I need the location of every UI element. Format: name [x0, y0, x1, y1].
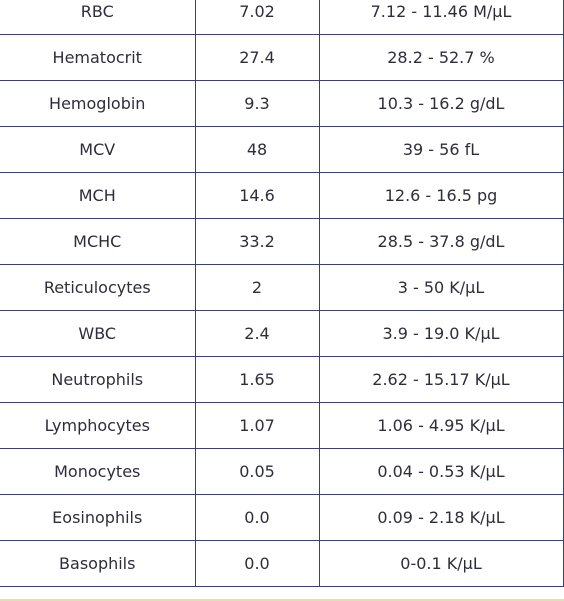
reference-range-cell: 0.09 - 2.18 K/μL	[318, 494, 564, 541]
reference-range-cell: 39 - 56 fL	[318, 126, 564, 173]
table-row: RBC 7.02 7.12 - 11.46 M/μL	[0, 0, 564, 35]
reference-range-cell: 2.62 - 15.17 K/μL	[318, 356, 564, 403]
result-value-cell: 1.65	[194, 356, 320, 403]
reference-range-cell: 28.5 - 37.8 g/dL	[318, 218, 564, 265]
test-name-cell: Reticulocytes	[0, 264, 196, 311]
table-row: Monocytes 0.05 0.04 - 0.53 K/μL	[0, 448, 564, 495]
test-name-cell: Eosinophils	[0, 494, 196, 541]
result-value-cell: 7.02	[194, 0, 320, 35]
result-value-cell: 27.4	[194, 34, 320, 81]
table-row: Hemoglobin 9.3 10.3 - 16.2 g/dL	[0, 80, 564, 127]
table-row: Hematocrit 27.4 28.2 - 52.7 %	[0, 34, 564, 81]
test-name-cell: Basophils	[0, 540, 196, 587]
bottom-divider	[0, 599, 564, 601]
reference-range-cell: 3 - 50 K/μL	[318, 264, 564, 311]
result-value-cell: 0.0	[194, 494, 320, 541]
table-row: MCHC 33.2 28.5 - 37.8 g/dL	[0, 218, 564, 265]
reference-range-cell: 3.9 - 19.0 K/μL	[318, 310, 564, 357]
result-value-cell: 1.07	[194, 402, 320, 449]
result-value-cell: 2.4	[194, 310, 320, 357]
result-value-cell: 2	[194, 264, 320, 311]
result-value-cell: 14.6	[194, 172, 320, 219]
test-name-cell: MCH	[0, 172, 196, 219]
test-name-cell: Hematocrit	[0, 34, 196, 81]
table-row: Neutrophils 1.65 2.62 - 15.17 K/μL	[0, 356, 564, 403]
table-row: Basophils 0.0 0-0.1 K/μL	[0, 540, 564, 587]
test-name-cell: Monocytes	[0, 448, 196, 495]
reference-range-cell: 0.04 - 0.53 K/μL	[318, 448, 564, 495]
result-value-cell: 9.3	[194, 80, 320, 127]
test-name-cell: WBC	[0, 310, 196, 357]
test-name-cell: RBC	[0, 0, 196, 35]
test-name-cell: Hemoglobin	[0, 80, 196, 127]
reference-range-cell: 28.2 - 52.7 %	[318, 34, 564, 81]
table-row: Eosinophils 0.0 0.09 - 2.18 K/μL	[0, 494, 564, 541]
table-row: Lymphocytes 1.07 1.06 - 4.95 K/μL	[0, 402, 564, 449]
result-value-cell: 0.05	[194, 448, 320, 495]
lab-results-table: RBC 7.02 7.12 - 11.46 M/μL Hematocrit 27…	[0, 0, 564, 587]
result-value-cell: 48	[194, 126, 320, 173]
table-row: WBC 2.4 3.9 - 19.0 K/μL	[0, 310, 564, 357]
table-row: MCV 48 39 - 56 fL	[0, 126, 564, 173]
reference-range-cell: 10.3 - 16.2 g/dL	[318, 80, 564, 127]
test-name-cell: Neutrophils	[0, 356, 196, 403]
result-value-cell: 0.0	[194, 540, 320, 587]
result-value-cell: 33.2	[194, 218, 320, 265]
reference-range-cell: 0-0.1 K/μL	[318, 540, 564, 587]
table-row: Reticulocytes 2 3 - 50 K/μL	[0, 264, 564, 311]
test-name-cell: MCV	[0, 126, 196, 173]
reference-range-cell: 7.12 - 11.46 M/μL	[318, 0, 564, 35]
test-name-cell: Lymphocytes	[0, 402, 196, 449]
reference-range-cell: 1.06 - 4.95 K/μL	[318, 402, 564, 449]
test-name-cell: MCHC	[0, 218, 196, 265]
reference-range-cell: 12.6 - 16.5 pg	[318, 172, 564, 219]
table-row: MCH 14.6 12.6 - 16.5 pg	[0, 172, 564, 219]
